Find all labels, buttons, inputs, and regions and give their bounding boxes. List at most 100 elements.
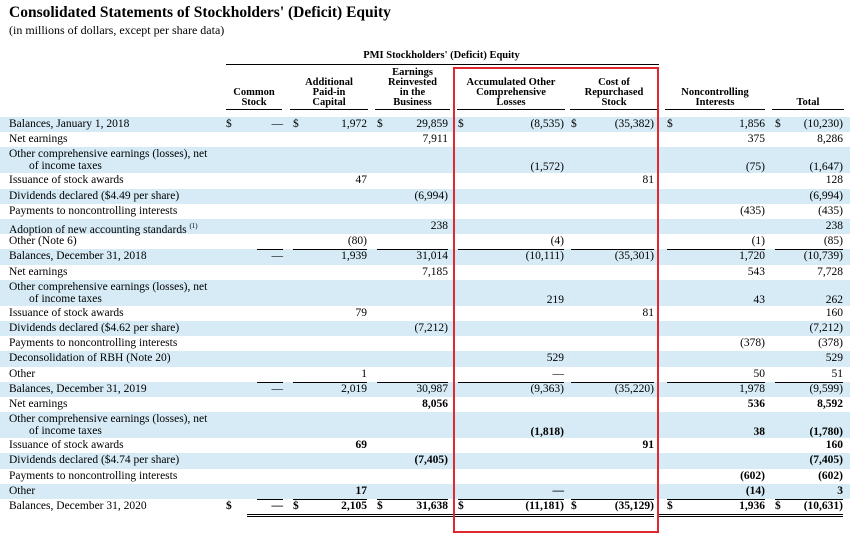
currency-symbol: $ xyxy=(458,500,464,512)
cell-total: 238 xyxy=(825,220,843,232)
currency-symbol: $ xyxy=(775,500,781,512)
row-label: Balances, December 31, 2019 xyxy=(9,382,147,395)
cell-total: (1,780) xyxy=(809,426,843,439)
currency-symbol: $ xyxy=(667,500,673,512)
subtotal-rule xyxy=(775,499,843,500)
cell-nci: 50 xyxy=(753,367,766,380)
table-row: Balances, January 1, 2018 $ — $1,972 $29,859… xyxy=(0,117,850,133)
footnote-marker: (1) xyxy=(189,222,198,230)
cell-total: (10,230) xyxy=(803,118,843,130)
cell-aoci: (9,363) xyxy=(530,382,564,395)
cell-total: 3 xyxy=(837,484,843,497)
subtotal-rule xyxy=(571,249,654,251)
subtotal-rule xyxy=(257,381,283,383)
cell-total: (10,631) xyxy=(803,500,843,512)
group-header-rule xyxy=(226,64,659,65)
col-header-noncontrolling: Noncontrolling Interests xyxy=(665,87,765,110)
table-row: Payments to noncontrolling interests (378… xyxy=(0,336,850,351)
row-label: Issuance of stock awards xyxy=(9,174,124,187)
cell-nci: 1,978 xyxy=(739,382,765,395)
cell-total: 529 xyxy=(825,352,843,365)
cell-nci: 543 xyxy=(747,265,765,278)
cell-nci: (602) xyxy=(740,469,765,482)
table-row: Issuance of stock awards 79 81 160 xyxy=(0,306,850,321)
cell-earnings: (6,994) xyxy=(414,189,448,202)
table-row: Balances, December 31, 2018 — 1,939 31,014 (… xyxy=(0,249,850,265)
total-double-rule xyxy=(657,514,765,517)
row-label: Other xyxy=(9,484,36,497)
row-label: Net earnings xyxy=(9,133,68,146)
currency-symbol: $ xyxy=(458,118,464,130)
cell-apic: 47 xyxy=(355,174,368,187)
total-double-rule xyxy=(247,514,283,517)
subtotal-rule xyxy=(377,499,448,500)
subtotal-rule xyxy=(458,381,564,383)
total-double-rule xyxy=(561,514,654,517)
cell-total: (602) xyxy=(818,469,843,482)
total-double-rule xyxy=(283,514,367,517)
table-row: Other comprehensive earnings (losses), n… xyxy=(0,279,850,306)
cell-total: 262 xyxy=(825,293,843,306)
cell-common: — xyxy=(271,250,284,263)
cell-total: 160 xyxy=(825,439,843,452)
cell-aoci: (11,181) xyxy=(525,500,564,512)
currency-symbol: $ xyxy=(293,500,299,512)
row-label: Other comprehensive earnings (losses), n… xyxy=(9,148,208,161)
cell-nci: (1) xyxy=(751,235,765,248)
col-header-repurchased-stock: Cost of Repurchased Stock xyxy=(570,77,658,110)
row-label: Adoption of new accounting standards (1) xyxy=(9,222,198,236)
col-header-earnings-reinvested: Earnings Reinvested in the Business xyxy=(375,67,450,110)
currency-symbol: $ xyxy=(377,118,383,130)
row-label: Balances, December 31, 2018 xyxy=(9,250,147,263)
table-row: Other comprehensive earnings (losses), n… xyxy=(0,412,850,439)
row-label: Balances, December 31, 2020 xyxy=(9,500,147,512)
currency-symbol: $ xyxy=(293,118,299,130)
cell-aoci: — xyxy=(552,484,565,497)
cell-nci: 43 xyxy=(753,293,766,306)
cell-nci: 38 xyxy=(753,426,766,439)
subtotal-rule xyxy=(377,249,448,251)
row-label-continued: of income taxes xyxy=(29,292,102,305)
col-header-aoci: Accumulated Other Comprehensive Losses xyxy=(457,77,565,110)
cell-total: 8,286 xyxy=(817,133,843,146)
subtotal-rule xyxy=(775,249,843,251)
cell-apic: 2,019 xyxy=(341,382,367,395)
cell-earnings: 8,056 xyxy=(422,398,448,410)
table-row: Payments to noncontrolling interests (602… xyxy=(0,469,850,484)
table-row: Other 17 — (14) 3 xyxy=(0,483,850,499)
currency-symbol: $ xyxy=(226,118,232,130)
cell-nci: 536 xyxy=(747,398,765,410)
cell-nci: 1,720 xyxy=(739,250,765,263)
subtotal-rule xyxy=(293,499,367,500)
table-row: Net earnings 7,911 375 8,286 xyxy=(0,132,850,147)
cell-total: (9,599) xyxy=(809,382,843,395)
subtotal-rule xyxy=(458,499,564,500)
cell-apic: 1,939 xyxy=(341,250,367,263)
subtotal-rule xyxy=(571,499,654,500)
row-label: Dividends declared ($4.49 per share) xyxy=(9,189,180,202)
cell-earnings: 238 xyxy=(430,220,448,232)
cell-total: (378) xyxy=(818,337,843,350)
currency-symbol: $ xyxy=(667,118,673,130)
cell-apic: 17 xyxy=(355,484,368,497)
cell-aoci: (1,818) xyxy=(530,426,564,439)
subtotal-rule xyxy=(667,249,765,251)
cell-apic: 69 xyxy=(355,439,368,452)
cell-treasury: (35,382) xyxy=(614,118,654,130)
subtotal-rule xyxy=(293,249,367,251)
subtotal-rule xyxy=(458,249,564,251)
cell-earnings: (7,212) xyxy=(414,322,448,334)
cell-nci: (14) xyxy=(745,484,765,497)
row-label: Dividends declared ($4.62 per share) xyxy=(9,322,180,334)
statement-title: Consolidated Statements of Stockholders'… xyxy=(9,4,391,21)
cell-apic: 1 xyxy=(361,367,367,380)
cell-apic: 2,105 xyxy=(341,500,367,512)
cell-earnings: (7,405) xyxy=(414,454,448,467)
cell-earnings: 29,859 xyxy=(416,118,448,130)
cell-nci: 1,936 xyxy=(739,500,765,512)
currency-symbol: $ xyxy=(775,118,781,130)
cell-nci: (75) xyxy=(745,161,765,174)
total-double-rule xyxy=(448,514,564,517)
row-label: Net earnings xyxy=(9,398,68,410)
table-row: Other 1 — 50 51 xyxy=(0,367,850,382)
